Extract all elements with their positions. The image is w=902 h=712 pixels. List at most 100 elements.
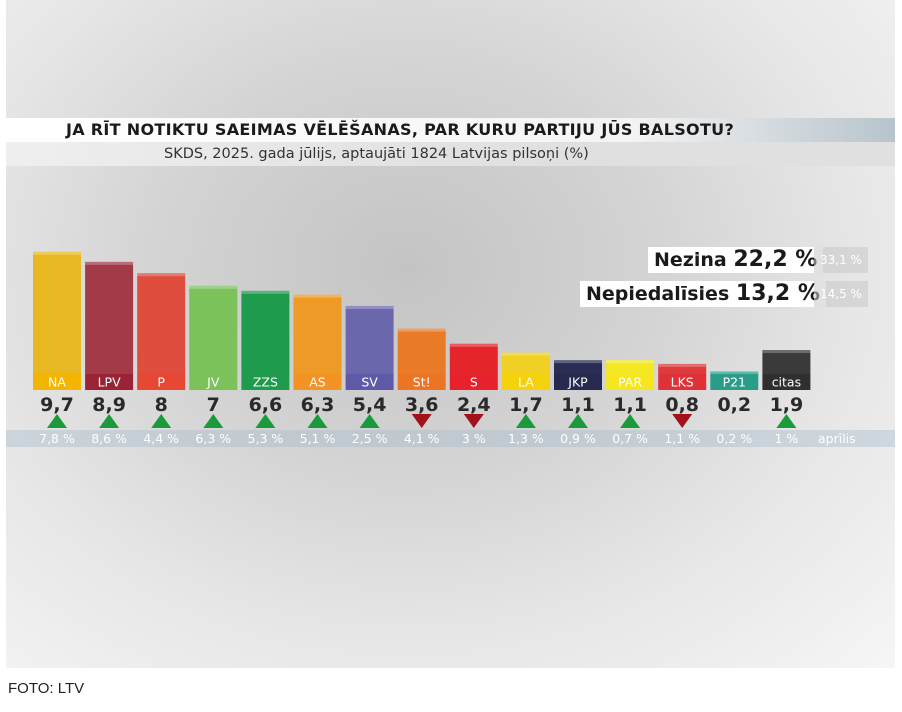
side-stat-nepiedalisies: Nepiedalīsies 13,2 %: [580, 281, 826, 307]
category-label: LA: [518, 375, 534, 390]
category-label-box: [189, 374, 238, 390]
previous-value-label: 5,1 %: [300, 431, 336, 446]
bar-S: [449, 343, 498, 374]
photo-credit: FOTO: LTV: [8, 680, 85, 697]
bar-chart: NA 9,7 7,8 % LPV 8,9 8,6 % P 8 4,4 % JV 7 6,3 % ZZS 6…: [6, 251, 895, 447]
side-stat-nezina: Nezina 22,2 %: [648, 247, 824, 273]
bar-ZZS: [241, 290, 290, 374]
bar-highlight: [658, 363, 707, 367]
previous-value-label: 7,8 %: [39, 431, 75, 446]
trend-up-icon: [620, 414, 641, 428]
trend-up-icon: [151, 414, 172, 428]
value-label: 6,6: [249, 394, 283, 416]
category-label-box: [293, 374, 342, 390]
bar-P: [137, 273, 186, 374]
category-label: LPV: [98, 375, 122, 390]
value-label: 7: [207, 394, 220, 416]
previous-value-label: 1,3 %: [508, 431, 544, 446]
side-stat-label: Nepiedalīsies: [586, 283, 730, 305]
category-label-box: [33, 374, 81, 390]
bar-highlight: [762, 350, 811, 354]
side-stat-value: 13,2 %: [735, 281, 820, 306]
bar-LPV: [85, 261, 134, 374]
value-label: 9,7: [40, 394, 74, 416]
trend-down-icon: [672, 414, 693, 428]
category-label: P: [157, 375, 165, 390]
bar-highlight: [606, 360, 655, 364]
bar-highlight: [293, 294, 342, 298]
value-label: 0,8: [665, 394, 699, 416]
category-label: citas: [772, 375, 801, 390]
bar-highlight: [397, 328, 446, 332]
value-label: 6,3: [301, 394, 335, 416]
bar-highlight: [137, 273, 186, 277]
trend-up-icon: [255, 414, 276, 428]
subtitle-bar: SKDS, 2025. gada jūlijs, aptaujāti 1824 …: [6, 142, 895, 166]
side-stat-value: 22,2 %: [733, 247, 818, 272]
bar-highlight: [501, 352, 550, 356]
value-label: 3,6: [405, 394, 439, 416]
chart-frame: JA RĪT NOTIKTU SAEIMAS VĒLĒŠANAS, PAR KU…: [6, 0, 895, 668]
previous-value-label: 6,3 %: [195, 431, 231, 446]
previous-value-label: 1 %: [774, 431, 798, 446]
previous-value-label: 8,6 %: [91, 431, 127, 446]
bar-citas: [762, 350, 811, 374]
side-stat-previous: 14,5 %: [814, 281, 868, 307]
bar-highlight: [33, 251, 81, 255]
previous-value-label: 0,9 %: [560, 431, 596, 446]
value-label: 5,4: [353, 394, 387, 416]
bar-AS: [293, 294, 342, 374]
category-label-box: [606, 374, 655, 390]
previous-values-strip: [6, 430, 895, 447]
bar-highlight: [345, 305, 394, 309]
category-label-box: [345, 374, 394, 390]
bar-JV: [189, 285, 238, 374]
value-label: 0,2: [717, 394, 751, 416]
bar-St!: [397, 328, 446, 374]
category-label: P21: [723, 375, 746, 390]
category-label-box: [501, 374, 550, 390]
bar-PAR: [606, 360, 655, 374]
bar-NA: [33, 251, 81, 374]
bar-highlight: [241, 290, 290, 294]
value-label: 8,9: [92, 394, 126, 416]
category-label: AS: [309, 375, 326, 390]
value-label: 1,9: [770, 394, 804, 416]
trend-up-icon: [568, 414, 588, 428]
category-label-box: [85, 374, 134, 390]
value-label: 8: [155, 394, 168, 416]
category-label-box: [554, 374, 602, 390]
chart-subtitle: SKDS, 2025. gada jūlijs, aptaujāti 1824 …: [164, 146, 589, 162]
side-stat-label: Nezina: [654, 249, 727, 271]
category-label: SV: [361, 375, 378, 390]
category-label-box: [710, 374, 759, 390]
bar-highlight: [85, 261, 134, 265]
bar-highlight: [449, 343, 498, 347]
trend-down-icon: [463, 414, 484, 428]
trend-down-icon: [411, 414, 432, 428]
category-label-box: [137, 374, 186, 390]
previous-value-label: 0,7 %: [612, 431, 648, 446]
category-label-box: [658, 374, 707, 390]
trend-up-icon: [307, 414, 328, 428]
value-label: 1,1: [561, 394, 595, 416]
previous-value-label: 5,3 %: [248, 431, 284, 446]
trend-up-icon: [47, 414, 67, 428]
previous-value-label: 0,2 %: [716, 431, 752, 446]
title-bar: JA RĪT NOTIKTU SAEIMAS VĒLĒŠANAS, PAR KU…: [6, 118, 895, 142]
category-label: JKP: [567, 375, 588, 390]
category-label: St!: [413, 375, 431, 390]
category-label-box: [241, 374, 290, 390]
value-label: 2,4: [457, 394, 491, 416]
bar-highlight: [554, 360, 602, 364]
previous-value-label: 4,4 %: [143, 431, 179, 446]
category-label: S: [470, 375, 478, 390]
previous-period-label: aprīlis: [818, 431, 856, 446]
bar-LKS: [658, 363, 707, 374]
trend-up-icon: [776, 414, 797, 428]
value-label: 1,7: [509, 394, 543, 416]
trend-up-icon: [515, 414, 536, 428]
previous-value-label: 4,1 %: [404, 431, 440, 446]
category-label: NA: [48, 375, 66, 390]
bar-P21: [710, 371, 759, 374]
